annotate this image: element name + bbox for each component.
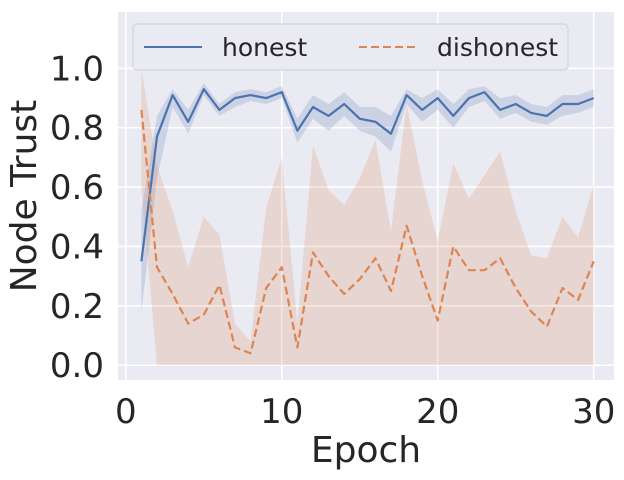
plot-background [118, 12, 614, 380]
x-tick-label: 0 [115, 392, 137, 432]
band-dishonest [141, 68, 594, 366]
confidence-bands [141, 68, 594, 366]
x-tick-label: 20 [416, 392, 459, 432]
y-tick-label: 1.0 [50, 49, 104, 89]
y-tick-labels: 0.0 0.2 0.4 0.6 0.8 1.0 [50, 49, 104, 386]
legend-box [132, 23, 569, 71]
legend-label-honest: honest [222, 33, 307, 62]
y-tick-label: 0.6 [50, 168, 104, 208]
band-honest [141, 83, 594, 312]
y-tick-label: 0.2 [50, 287, 104, 327]
x-tick-labels: 0 10 20 30 [115, 392, 615, 432]
legend: honest dishonest [132, 23, 569, 71]
y-axis-label: Node Trust [4, 100, 45, 293]
y-tick-label: 0.4 [50, 227, 104, 267]
x-tick-label: 10 [260, 392, 303, 432]
legend-label-dishonest: dishonest [437, 33, 558, 62]
series-lines [140, 88, 595, 355]
y-tick-label: 0.0 [50, 346, 104, 386]
x-axis-label: Epoch [311, 430, 421, 471]
y-tick-label: 0.8 [50, 109, 104, 149]
x-tick-label: 30 [572, 392, 615, 432]
line-dishonest [140, 109, 595, 355]
line-honest [140, 88, 595, 262]
